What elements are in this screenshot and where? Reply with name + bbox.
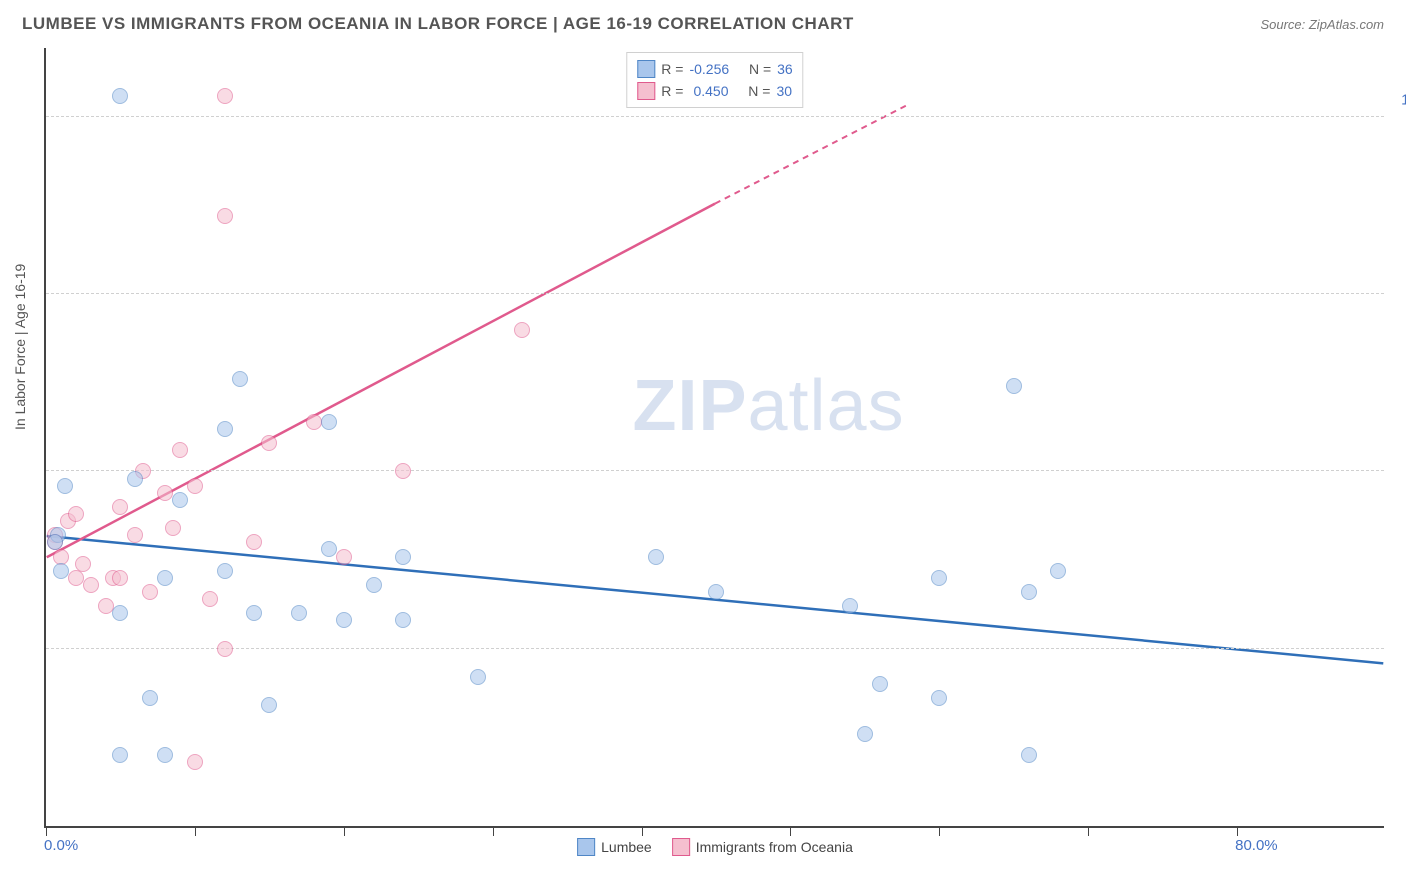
data-point-lumbee	[112, 605, 128, 621]
source-attribution: Source: ZipAtlas.com	[1260, 17, 1384, 32]
data-point-lumbee	[872, 676, 888, 692]
x-tick	[1088, 826, 1089, 836]
data-point-oceania	[395, 463, 411, 479]
data-point-oceania	[217, 208, 233, 224]
swatch-oceania	[637, 82, 655, 100]
data-point-lumbee	[1006, 378, 1022, 394]
data-point-lumbee	[708, 584, 724, 600]
data-point-lumbee	[395, 549, 411, 565]
x-tick	[344, 826, 345, 836]
swatch-oceania	[672, 838, 690, 856]
data-point-lumbee	[157, 570, 173, 586]
data-point-lumbee	[336, 612, 352, 628]
data-point-oceania	[202, 591, 218, 607]
data-point-lumbee	[232, 371, 248, 387]
x-tick	[493, 826, 494, 836]
data-point-lumbee	[395, 612, 411, 628]
data-point-lumbee	[112, 88, 128, 104]
data-point-lumbee	[142, 690, 158, 706]
swatch-lumbee	[637, 60, 655, 78]
data-point-lumbee	[931, 570, 947, 586]
data-point-oceania	[187, 478, 203, 494]
data-point-oceania	[68, 506, 84, 522]
chart-title: LUMBEE VS IMMIGRANTS FROM OCEANIA IN LAB…	[22, 14, 854, 34]
legend-item-oceania: Immigrants from Oceania	[672, 838, 853, 856]
data-point-lumbee	[217, 421, 233, 437]
data-point-oceania	[142, 584, 158, 600]
watermark: ZIPatlas	[632, 365, 904, 447]
data-point-oceania	[217, 641, 233, 657]
x-tick-label: 80.0%	[1235, 837, 1278, 854]
legend-item-lumbee: Lumbee	[577, 838, 652, 856]
data-point-oceania	[127, 527, 143, 543]
gridline	[46, 648, 1384, 649]
data-point-lumbee	[246, 605, 262, 621]
data-point-lumbee	[47, 534, 63, 550]
data-point-oceania	[112, 570, 128, 586]
data-point-lumbee	[261, 697, 277, 713]
data-point-lumbee	[842, 598, 858, 614]
data-point-lumbee	[366, 577, 382, 593]
data-point-oceania	[514, 322, 530, 338]
data-point-lumbee	[857, 726, 873, 742]
series-legend: Lumbee Immigrants from Oceania	[577, 838, 853, 856]
swatch-lumbee	[577, 838, 595, 856]
data-point-oceania	[75, 556, 91, 572]
data-point-oceania	[261, 435, 277, 451]
data-point-lumbee	[321, 414, 337, 430]
x-tick-label: 0.0%	[44, 837, 78, 854]
data-point-lumbee	[57, 478, 73, 494]
data-point-oceania	[157, 485, 173, 501]
data-point-lumbee	[112, 747, 128, 763]
gridline	[46, 116, 1384, 117]
data-point-lumbee	[931, 690, 947, 706]
data-point-lumbee	[321, 541, 337, 557]
x-tick	[642, 826, 643, 836]
x-tick	[790, 826, 791, 836]
legend-row-oceania: R = 0.450 N = 30	[637, 80, 792, 102]
data-point-oceania	[68, 570, 84, 586]
data-point-lumbee	[1050, 563, 1066, 579]
x-tick	[195, 826, 196, 836]
data-point-oceania	[165, 520, 181, 536]
data-point-oceania	[98, 598, 114, 614]
scatter-chart: ZIPatlas R = -0.256 N = 36 R = 0.450 N =…	[44, 48, 1384, 828]
x-tick	[1237, 826, 1238, 836]
data-point-oceania	[112, 499, 128, 515]
data-point-oceania	[336, 549, 352, 565]
data-point-lumbee	[1021, 747, 1037, 763]
correlation-legend: R = -0.256 N = 36 R = 0.450 N = 30	[626, 52, 803, 108]
x-tick	[46, 826, 47, 836]
gridline	[46, 470, 1384, 471]
data-point-lumbee	[1021, 584, 1037, 600]
gridline	[46, 293, 1384, 294]
data-point-lumbee	[291, 605, 307, 621]
data-point-lumbee	[217, 563, 233, 579]
data-point-lumbee	[648, 549, 664, 565]
data-point-oceania	[83, 577, 99, 593]
data-point-oceania	[217, 88, 233, 104]
data-point-lumbee	[53, 563, 69, 579]
y-tick-label: 100.0%	[1401, 91, 1406, 108]
data-point-lumbee	[172, 492, 188, 508]
data-point-oceania	[172, 442, 188, 458]
data-point-oceania	[246, 534, 262, 550]
data-point-oceania	[306, 414, 322, 430]
legend-row-lumbee: R = -0.256 N = 36	[637, 58, 792, 80]
data-point-lumbee	[127, 471, 143, 487]
data-point-lumbee	[470, 669, 486, 685]
data-point-lumbee	[157, 747, 173, 763]
x-tick	[939, 826, 940, 836]
data-point-oceania	[187, 754, 203, 770]
y-axis-label: In Labor Force | Age 16-19	[12, 264, 28, 430]
